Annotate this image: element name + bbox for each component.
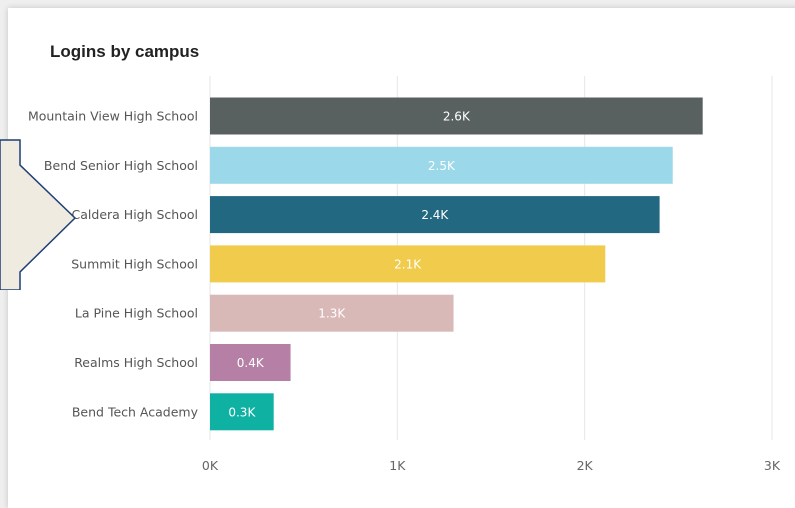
tooltip-callout — [0, 139, 77, 290]
data-label: 2.6K — [443, 110, 471, 124]
x-tick-label: 1K — [389, 458, 406, 473]
data-label: 1.3K — [318, 307, 346, 321]
x-tick-label: 0K — [202, 458, 219, 473]
data-label: 2.1K — [394, 257, 422, 271]
data-label: 0.3K — [228, 405, 256, 419]
category-label: Bend Senior High School — [44, 158, 198, 173]
bar[interactable] — [210, 344, 291, 381]
category-label: Bend Tech Academy — [72, 404, 199, 419]
bar[interactable] — [210, 294, 454, 332]
data-label: 2.4K — [421, 208, 449, 222]
category-label: La Pine High School — [75, 306, 198, 321]
callout-shape — [0, 139, 77, 290]
bar-chart: 0K 1K 2K 3K Mountain View High School 2.6K Ben… — [28, 76, 781, 473]
x-tick-label: 2K — [577, 458, 594, 473]
data-label: 0.4K — [237, 356, 265, 370]
category-label: Caldera High School — [72, 207, 198, 222]
bar[interactable] — [210, 146, 673, 184]
bar[interactable] — [210, 393, 274, 431]
x-tick-label: 3K — [764, 458, 781, 473]
category-label: Realms High School — [74, 355, 198, 370]
bar[interactable] — [210, 245, 606, 283]
chart-title: Logins by campus — [50, 42, 200, 61]
bar[interactable] — [210, 97, 703, 135]
category-label: Mountain View High School — [28, 109, 198, 124]
bar[interactable] — [210, 196, 660, 234]
data-label: 2.5K — [428, 159, 456, 173]
category-label: Summit High School — [71, 256, 198, 271]
